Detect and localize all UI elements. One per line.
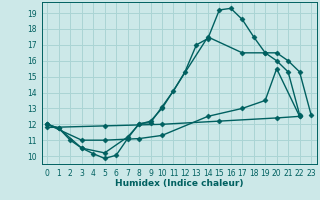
X-axis label: Humidex (Indice chaleur): Humidex (Indice chaleur) bbox=[115, 179, 244, 188]
